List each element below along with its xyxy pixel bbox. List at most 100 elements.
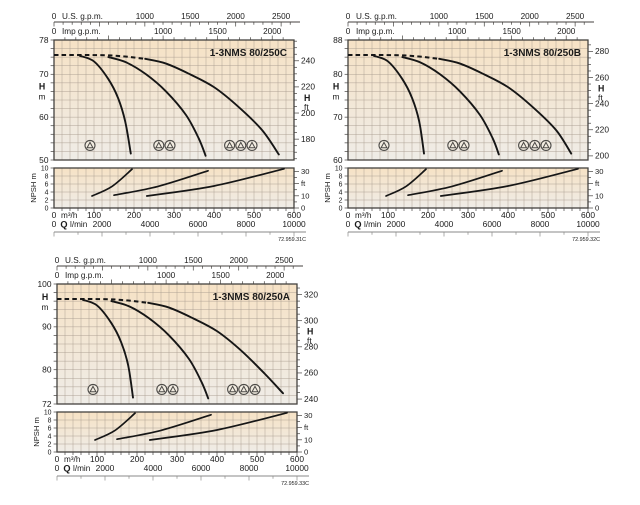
h-axis-unit-m: m xyxy=(42,302,49,312)
lmin-tick-label: 10000 xyxy=(282,219,306,229)
us-gpm-tick-label: 1500 xyxy=(475,12,494,21)
imp-gpm-tick-label: 2000 xyxy=(266,271,285,280)
pump-icon xyxy=(84,139,96,151)
lmin-tick-label: 6000 xyxy=(189,219,208,229)
imp-gpm-zero: 0 xyxy=(52,27,57,36)
pump-icon xyxy=(167,383,179,395)
h-ft-tick-label: 260 xyxy=(304,368,318,378)
q-symbol: Q xyxy=(354,220,361,230)
imp-gpm-tick-label: 2000 xyxy=(557,27,576,36)
pump-icon xyxy=(235,139,247,151)
lmin-tick-label: 2000 xyxy=(96,463,115,473)
npsh-curve-1 xyxy=(94,412,136,441)
npsh-ft-tick-label: ft xyxy=(301,179,306,188)
m3h-tick-label: 200 xyxy=(127,210,141,220)
npsh-axis-title: NPSH m xyxy=(32,417,41,447)
h-m-tick-label: 80 xyxy=(42,365,52,375)
npsh-m-tick-label: 6 xyxy=(45,181,49,188)
npsh-m-tick-label: 6 xyxy=(48,425,52,432)
us-gpm-tick-label: 1000 xyxy=(136,12,155,21)
npsh-m-tick-label: 10 xyxy=(44,409,52,416)
us-gpm-zero: 0 xyxy=(52,12,57,21)
us-gpm-tick-label: 1500 xyxy=(184,256,203,265)
npsh-ft-tick-label: 0 xyxy=(304,448,308,457)
h-axis-unit-ft: ft xyxy=(304,102,309,112)
npsh-ft-tick-label: 10 xyxy=(301,191,309,200)
m3h-tick-label: 100 xyxy=(87,210,101,220)
h-m-tick-label: 78 xyxy=(39,35,49,45)
us-gpm-tick-label: 2000 xyxy=(230,256,249,265)
h-axis-unit-m: m xyxy=(333,91,340,101)
npsh-m-tick-label: 0 xyxy=(48,449,52,456)
axes xyxy=(56,265,309,481)
pump-icon xyxy=(246,139,258,151)
m3h-tick-label: 500 xyxy=(250,454,264,464)
imp-gpm-zero: 0 xyxy=(346,27,351,36)
h-axis-symbol-right: H xyxy=(304,93,310,103)
m3h-tick-label: 600 xyxy=(287,210,301,220)
pump-icon xyxy=(518,139,530,151)
imp-gpm-tick-label: 1000 xyxy=(157,271,176,280)
imp-gpm-tick-label: 2000 xyxy=(263,27,282,36)
h-m-tick-label: 60 xyxy=(39,112,49,122)
us-gpm-tick-label: 2500 xyxy=(566,12,585,21)
q-symbol: Q xyxy=(60,220,67,230)
npsh-m-tick-label: 6 xyxy=(339,181,343,188)
h-axis-symbol: H xyxy=(333,81,339,91)
m3h-unit: m³/h xyxy=(61,211,78,220)
tick-marks xyxy=(53,283,302,457)
h-ft-tick-label: 300 xyxy=(304,315,318,325)
npsh-ft-tick-label: ft xyxy=(595,179,600,188)
h-axis-symbol-right: H xyxy=(307,327,313,337)
chart-1-3nms-80-250A: 0 U.S. g.p.m. 1000 1500 2000 2500 0 Imp g.p.m. 1… xyxy=(31,250,349,497)
us-gpm-tick-label: 2500 xyxy=(275,256,294,265)
h-m-tick-label: 88 xyxy=(333,35,343,45)
npsh-curve-3 xyxy=(439,167,579,197)
npsh-curve-2 xyxy=(113,169,209,197)
shutoff-head-dashed-line xyxy=(53,53,146,60)
npsh-m-tick-label: 8 xyxy=(45,173,49,180)
npsh-m-tick-label: 8 xyxy=(48,417,52,424)
h-ft-tick-label: 220 xyxy=(301,82,315,92)
chart-title: 1-3NMS 80/250B xyxy=(504,48,581,59)
imp-gpm-axis-title: Imp g.p.m. xyxy=(65,271,104,280)
h-ft-tick-label: 180 xyxy=(301,134,315,144)
h-axis-unit-ft: ft xyxy=(307,336,312,346)
h-ft-tick-label: 280 xyxy=(595,46,609,56)
m3h-tick-label: 200 xyxy=(421,210,435,220)
lmin-tick-label: 6000 xyxy=(483,219,502,229)
npsh-m-tick-label: 0 xyxy=(339,205,343,212)
pump-icon xyxy=(153,139,165,151)
npsh-ft-tick-label: 30 xyxy=(595,167,603,176)
head-curve-2-pumps xyxy=(110,300,210,400)
us-gpm-axis-title: U.S. g.p.m. xyxy=(65,256,106,265)
lmin-tick-label: 2000 xyxy=(93,219,112,229)
imp-gpm-axis-title: Imp g.p.m. xyxy=(62,27,101,36)
lmin-unit: l/min xyxy=(70,220,88,229)
h-m-tick-label: 50 xyxy=(39,155,49,165)
npsh-curve-3 xyxy=(145,167,285,197)
imp-gpm-axis-title: Imp g.p.m. xyxy=(356,27,395,36)
m3h-tick-label: 200 xyxy=(130,454,144,464)
m3h-tick-label: 500 xyxy=(247,210,261,220)
head-curve-2-pumps xyxy=(401,56,500,156)
h-axis-symbol: H xyxy=(39,81,45,91)
lmin-tick-label: 8000 xyxy=(240,463,259,473)
tick-marks xyxy=(344,39,593,213)
npsh-curve-1 xyxy=(91,168,133,197)
npsh-axis-title: NPSH m xyxy=(323,173,332,203)
h-axis-unit-m: m xyxy=(39,91,46,101)
npsh-curve-2 xyxy=(116,413,212,441)
us-gpm-tick-label: 2000 xyxy=(227,12,246,21)
m3h-tick-label: 400 xyxy=(207,210,221,220)
grid-lines xyxy=(348,40,588,208)
tick-marks xyxy=(50,39,299,213)
m3h-tick-label: 300 xyxy=(170,454,184,464)
head-curve-1-pump xyxy=(373,54,425,155)
npsh-curve-1 xyxy=(385,168,427,197)
h-m-tick-label: 72 xyxy=(42,399,52,409)
pump-icon xyxy=(458,139,470,151)
pump-icon xyxy=(87,383,99,395)
head-curve-2-pumps xyxy=(107,56,207,157)
